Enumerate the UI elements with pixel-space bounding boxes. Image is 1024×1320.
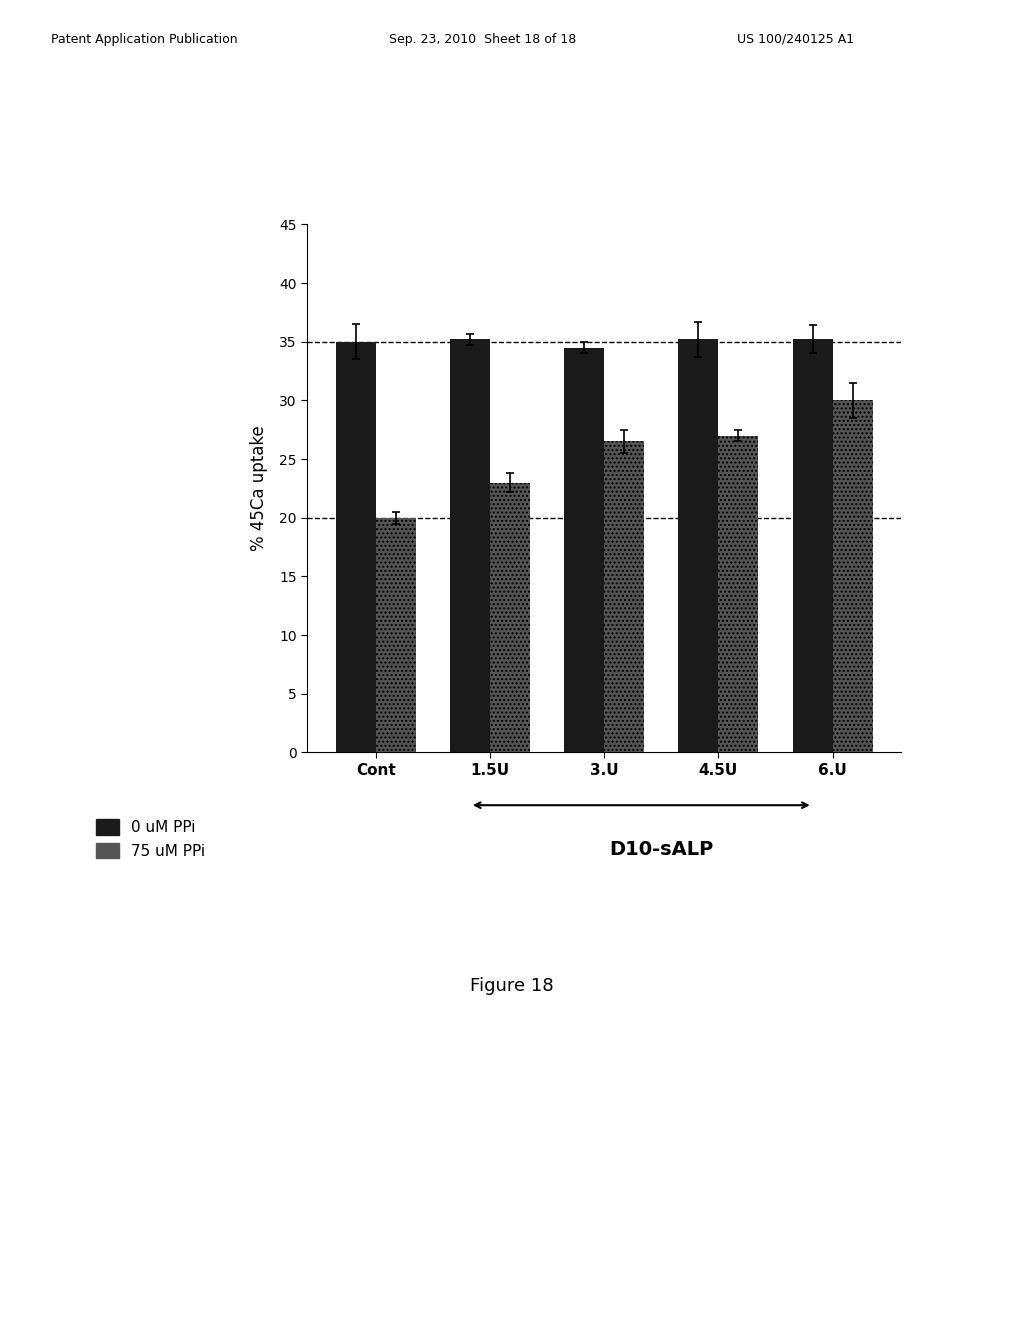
Text: Sep. 23, 2010  Sheet 18 of 18: Sep. 23, 2010 Sheet 18 of 18	[389, 33, 577, 46]
Bar	[833, 400, 872, 752]
Bar	[719, 436, 759, 752]
Legend: 0 uM PPi, 75 uM PPi: 0 uM PPi, 75 uM PPi	[89, 813, 211, 865]
Bar	[489, 483, 530, 752]
Bar	[604, 441, 644, 752]
Bar	[678, 339, 719, 752]
Text: US 100/240125 A1: US 100/240125 A1	[737, 33, 854, 46]
Bar	[793, 339, 833, 752]
Y-axis label: % 45Ca uptake: % 45Ca uptake	[250, 425, 268, 552]
Text: Patent Application Publication: Patent Application Publication	[51, 33, 238, 46]
Bar	[376, 517, 416, 752]
Bar	[564, 347, 604, 752]
Bar	[336, 342, 376, 752]
Text: Figure 18: Figure 18	[470, 977, 554, 995]
Bar	[450, 339, 489, 752]
Text: D10-sALP: D10-sALP	[609, 841, 714, 859]
